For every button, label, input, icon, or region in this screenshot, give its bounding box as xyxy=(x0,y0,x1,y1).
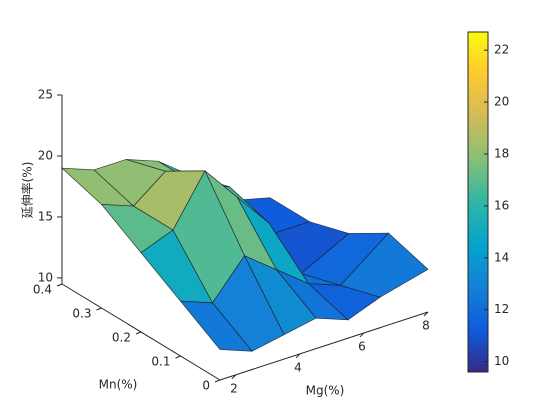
y-tick-label: 0.1 xyxy=(151,355,170,369)
surface-face xyxy=(179,300,253,352)
x-axis xyxy=(219,311,429,381)
y-tick-label: 0.2 xyxy=(112,331,131,345)
x-tick xyxy=(231,374,237,380)
y-tick xyxy=(214,379,221,383)
x-tick xyxy=(295,353,301,359)
x-tick xyxy=(423,311,429,317)
colorbar-tick-label: 12 xyxy=(494,302,509,316)
y-tick-label: 0.3 xyxy=(72,307,91,321)
colorbar-tick-label: 20 xyxy=(494,95,509,109)
x-tick-label: 2 xyxy=(230,381,238,395)
colorbar-tick-label: 16 xyxy=(494,198,509,212)
y-axis-label: Mn(%) xyxy=(99,378,138,392)
y-tick xyxy=(135,331,142,335)
y-tick xyxy=(175,355,181,359)
z-tick-label: 25 xyxy=(38,88,53,102)
x-tick-label: 4 xyxy=(294,360,302,374)
x-axis-label: Mg(%) xyxy=(306,384,345,398)
colorbar xyxy=(467,31,489,373)
z-tick-label: 15 xyxy=(38,209,53,223)
z-tick-label: 20 xyxy=(38,148,53,162)
colorbar-tick-label: 14 xyxy=(494,250,509,264)
colorbar-tick-label: 10 xyxy=(494,354,509,368)
y-tick-label: 0.4 xyxy=(33,283,52,297)
x-tick xyxy=(359,332,365,338)
colorbar-tick-label: 18 xyxy=(494,146,509,160)
y-tick-label: 0 xyxy=(202,379,210,393)
colorbar-tick-label: 22 xyxy=(494,43,509,57)
x-tick-label: 6 xyxy=(358,339,366,353)
z-tick-label: 10 xyxy=(38,270,53,284)
y-tick xyxy=(96,307,102,311)
x-tick-label: 8 xyxy=(422,319,430,333)
z-axis-label: 延伸率(%) xyxy=(20,162,35,219)
y-tick xyxy=(56,283,63,287)
